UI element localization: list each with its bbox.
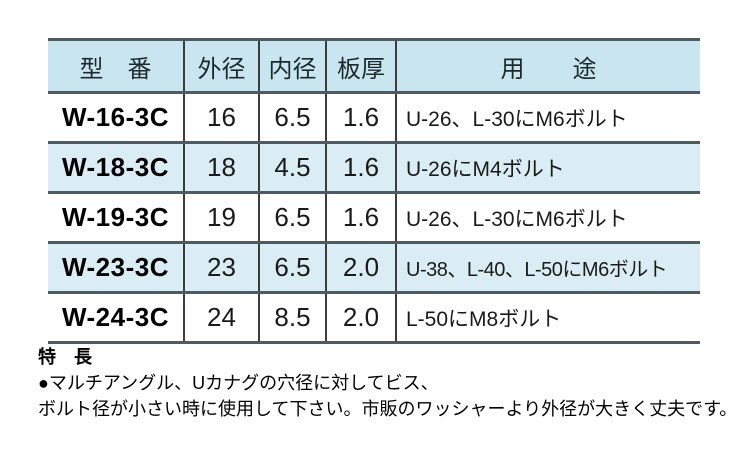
washer-spec-table: 型 番 外径 内径 板厚 用 途 W-16-3C 16 6.5 1.6 U-26…: [48, 38, 700, 344]
usage-value: U-26、L-30にM6ボルト: [406, 207, 628, 231]
header-model: 型 番: [48, 41, 185, 91]
inner-diameter-value: 6.5: [260, 194, 327, 241]
features-heading: 特 長: [38, 347, 92, 367]
usage-value: L-50にM8ボルト: [406, 307, 562, 331]
thickness-value: 1.6: [327, 144, 397, 191]
outer-diameter-value: 18: [185, 144, 260, 191]
model-number: W-16-3C: [48, 94, 185, 141]
table-row: W-23-3C 23 6.5 2.0 U-38、L-40、L-50にM6ボルト: [48, 244, 700, 294]
outer-diameter-value: 16: [185, 94, 260, 141]
inner-diameter-value: 6.5: [260, 94, 327, 141]
outer-diameter-value: 23: [185, 244, 260, 291]
table-row: W-19-3C 19 6.5 1.6 U-26、L-30にM6ボルト: [48, 194, 700, 244]
table-row: W-18-3C 18 4.5 1.6 U-26にM4ボルト: [48, 144, 700, 194]
usage-value: U-26にM4ボルト: [406, 157, 565, 181]
thickness-value: 2.0: [327, 294, 397, 341]
usage-value: U-26、L-30にM6ボルト: [406, 107, 628, 131]
inner-diameter-value: 6.5: [260, 244, 327, 291]
header-outer-diameter: 外径: [185, 41, 260, 91]
usage-value: U-38、L-40、L-50にM6ボルト: [406, 259, 668, 281]
model-number: W-18-3C: [48, 144, 185, 191]
header-inner-diameter: 内径: [260, 41, 327, 91]
features-line-2: ボルト径が小さい時に使用して下さい。市販のワッシャーより外径が大きく丈夫です。: [38, 399, 738, 419]
inner-diameter-value: 4.5: [260, 144, 327, 191]
features-section: 特 長 ●マルチアングル、Uカナグの穴径に対してビス、 ボルト径が小さい時に使用…: [38, 344, 744, 422]
table-header-row: 型 番 外径 内径 板厚 用 途: [48, 41, 700, 94]
header-thickness: 板厚: [327, 41, 397, 91]
thickness-value: 1.6: [327, 94, 397, 141]
thickness-value: 1.6: [327, 194, 397, 241]
inner-diameter-value: 8.5: [260, 294, 327, 341]
outer-diameter-value: 24: [185, 294, 260, 341]
thickness-value: 2.0: [327, 244, 397, 291]
header-usage: 用 途: [500, 55, 597, 83]
table-row: W-24-3C 24 8.5 2.0 L-50にM8ボルト: [48, 294, 700, 344]
model-number: W-19-3C: [48, 194, 185, 241]
model-number: W-23-3C: [48, 244, 185, 291]
table-row: W-16-3C 16 6.5 1.6 U-26、L-30にM6ボルト: [48, 94, 700, 144]
features-line-1: ●マルチアングル、Uカナグの穴径に対してビス、: [38, 373, 439, 393]
model-number: W-24-3C: [48, 294, 185, 341]
outer-diameter-value: 19: [185, 194, 260, 241]
